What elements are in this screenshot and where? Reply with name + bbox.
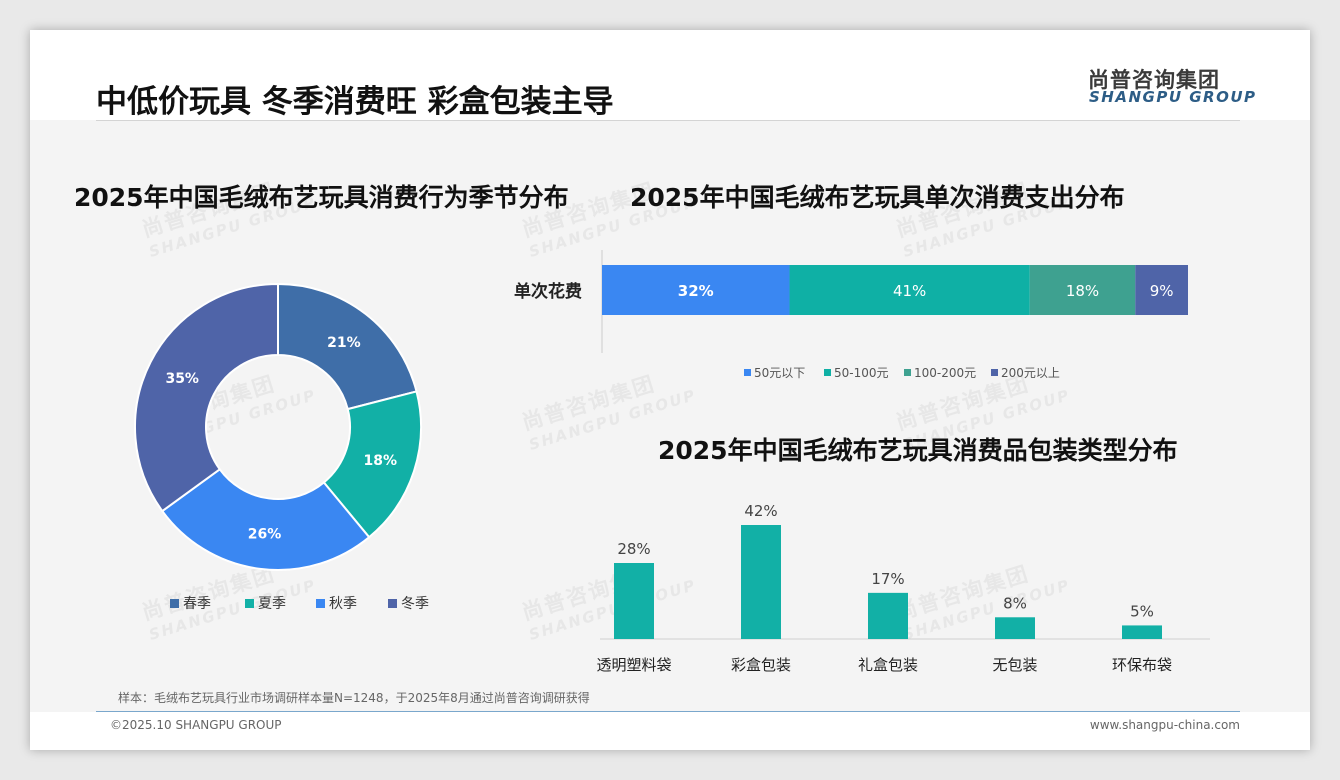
packaging-bar-chart: 28% 透明塑料袋 42% 彩盒包装 17% 礼盒包装 8% 无包装 5% 环保布袋 <box>596 502 1210 674</box>
footer-band <box>30 712 1310 750</box>
website-link[interactable]: www.shangpu-china.com <box>1089 718 1240 732</box>
legend-label: 春季 <box>183 596 211 612</box>
donut-slice-label: 18% <box>363 453 397 469</box>
donut-slice-2 <box>322 390 422 539</box>
title-divider <box>96 120 1240 121</box>
legend-swatch <box>991 369 998 376</box>
segment-label: 41% <box>893 282 926 300</box>
spend-chart-title: 2025年中国毛绒布艺玩具单次消费支出分布 <box>630 183 1125 212</box>
legend-label: 50元以下 <box>754 366 805 380</box>
bar-category-label: 环保布袋 <box>1112 656 1172 674</box>
legend-label: 夏季 <box>258 596 286 612</box>
bar-2 <box>741 525 781 639</box>
legend-swatch <box>388 599 397 608</box>
legend-label: 200元以上 <box>1001 366 1060 380</box>
bar-5 <box>1122 625 1162 639</box>
bar-value-label: 8% <box>1003 594 1027 612</box>
donut-slice-3 <box>160 467 371 571</box>
segment-label: 32% <box>678 282 714 300</box>
legend-swatch <box>904 369 911 376</box>
bar-3 <box>868 592 908 639</box>
legend-swatch <box>744 369 751 376</box>
season-donut-chart: 21% 18% 26% 35% 春季 夏季 秋季 冬季 <box>134 282 429 612</box>
legend-label: 100-200元 <box>914 366 976 380</box>
segment-label: 18% <box>1066 282 1099 300</box>
bar-value-label: 17% <box>871 570 904 588</box>
header-band <box>30 30 1310 120</box>
spend-stacked-bar-chart: 单次花费 32% 41% 18% 9% 50元以下 50-100元 100-200元 200元以… <box>514 250 1188 380</box>
stacked-segment-3 <box>1029 265 1136 315</box>
legend-label: 冬季 <box>401 596 429 612</box>
packaging-chart-title: 2025年中国毛绒布艺玩具消费品包装类型分布 <box>658 436 1178 465</box>
legend-label: 50-100元 <box>834 366 889 380</box>
bar-category-label: 透明塑料袋 <box>596 656 671 674</box>
bar-category-label: 彩盒包装 <box>731 656 791 674</box>
bar-4 <box>995 617 1035 639</box>
category-label: 单次花费 <box>514 281 582 302</box>
footer-divider <box>96 711 1240 712</box>
bar-value-label: 28% <box>617 540 650 558</box>
bar-category-label: 无包装 <box>992 656 1037 674</box>
copyright-text: ©2025.10 SHANGPU GROUP <box>110 718 282 732</box>
sample-note: 样本：毛绒布艺玩具行业市场调研样本量N=1248，于2025年8月通过尚普咨询调… <box>118 691 590 705</box>
logo-text-en: SHANGPU GROUP <box>1089 88 1257 106</box>
donut-chart-title: 2025年中国毛绒布艺玩具消费行为季节分布 <box>74 183 569 212</box>
donut-slice-1 <box>277 282 418 411</box>
bar-category-label: 礼盒包装 <box>858 656 918 674</box>
donut-slice-label: 26% <box>248 527 282 543</box>
stacked-segment-2 <box>789 265 1030 315</box>
legend-swatch <box>316 599 325 608</box>
stacked-segment-1 <box>602 265 790 315</box>
donut-slice-label: 35% <box>165 371 199 387</box>
segment-label: 9% <box>1150 282 1174 300</box>
bar-value-label: 5% <box>1130 602 1154 620</box>
donut-slice-4 <box>134 282 279 513</box>
slide: 中低价玩具 冬季消费旺 彩盒包装主导 尚普咨询集团 SHANGPU GROUP … <box>30 30 1310 750</box>
legend-swatch <box>170 599 179 608</box>
page-title: 中低价玩具 冬季消费旺 彩盒包装主导 <box>96 84 614 120</box>
legend-swatch <box>245 599 254 608</box>
stacked-segment-4 <box>1135 265 1188 315</box>
legend-label: 秋季 <box>329 596 357 612</box>
donut-slice-label: 21% <box>327 335 361 351</box>
logo-text-cn: 尚普咨询集团 <box>1088 68 1220 92</box>
legend-swatch <box>824 369 831 376</box>
bar-value-label: 42% <box>744 502 777 520</box>
bar-1 <box>614 563 654 639</box>
